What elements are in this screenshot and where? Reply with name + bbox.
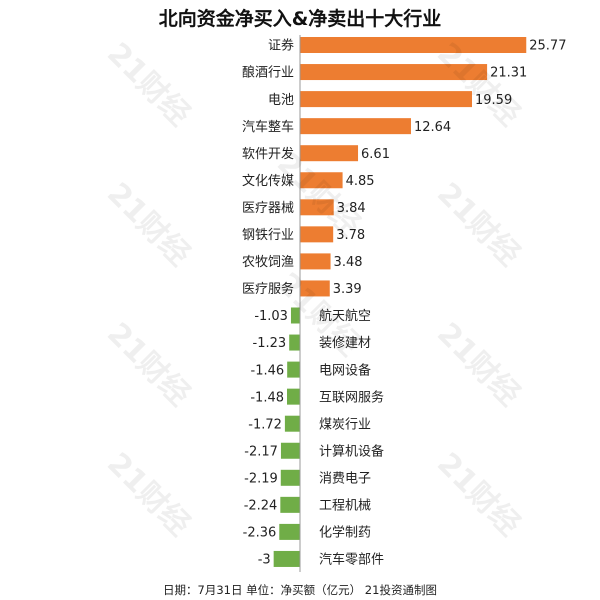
bar-9: [300, 253, 331, 270]
bar-4: [300, 118, 411, 135]
bar-20: [273, 550, 300, 567]
category-label-12: 装修建材: [319, 336, 371, 351]
value-label-1: 25.77: [529, 39, 566, 54]
category-label-1: 证券: [268, 38, 294, 54]
bar-13: [287, 361, 300, 378]
category-label-6: 文化传媒: [242, 174, 294, 189]
category-label-17: 消费电子: [319, 471, 371, 486]
chart-footer: 日期：7月31日 单位：净买额（亿元） 21投资通制图: [163, 583, 437, 597]
category-label-18: 工程机械: [319, 499, 371, 514]
bars-group: [273, 35, 527, 572]
value-label-20: -3: [258, 553, 271, 568]
value-label-10: 3.39: [333, 282, 362, 297]
category-label-15: 煤炭行业: [319, 417, 371, 432]
value-label-18: -2.24: [244, 499, 278, 514]
value-label-3: 19.59: [475, 93, 512, 108]
labels-group: 证券 25.77 酿酒行业 21.31 电池 19.59 汽车整车 12.64 软件开发 6.61…: [242, 38, 566, 568]
value-label-4: 12.64: [414, 120, 451, 135]
category-label-4: 汽车整车: [242, 119, 294, 135]
bar-18: [280, 496, 300, 513]
bar-5: [300, 145, 359, 162]
chart-title: 北向资金净买入&净卖出十大行业: [158, 8, 442, 30]
category-label-2: 酿酒行业: [242, 65, 294, 81]
bar-12: [289, 334, 300, 351]
bar-17: [280, 469, 300, 486]
value-label-14: -1.48: [250, 390, 284, 405]
category-label-16: 计算机设备: [319, 443, 384, 459]
value-label-9: 3.48: [334, 255, 363, 270]
bar-7: [300, 199, 334, 216]
bar-19: [279, 523, 300, 540]
bar-15: [284, 415, 300, 432]
category-label-9: 农牧饲渔: [242, 255, 294, 270]
category-label-3: 电池: [268, 93, 294, 108]
category-label-7: 医疗器械: [242, 201, 294, 216]
category-label-14: 互联网服务: [319, 389, 384, 405]
value-label-15: -1.72: [248, 417, 282, 432]
category-label-20: 汽车零部件: [319, 552, 384, 568]
value-label-19: -2.36: [243, 526, 277, 541]
value-label-6: 4.85: [346, 174, 375, 189]
bar-6: [300, 172, 343, 189]
bar-14: [287, 388, 300, 405]
value-label-12: -1.23: [253, 336, 287, 351]
bar-3: [300, 91, 473, 108]
category-label-11: 航天航空: [319, 308, 371, 324]
bar-16: [280, 442, 300, 459]
value-label-11: -1.03: [254, 309, 288, 324]
value-label-5: 6.61: [361, 147, 390, 162]
value-label-17: -2.19: [244, 471, 278, 486]
bar-8: [300, 226, 334, 243]
value-label-16: -2.17: [244, 444, 278, 459]
value-label-2: 21.31: [490, 66, 527, 81]
bar-2: [300, 64, 488, 81]
category-label-19: 化学制药: [319, 525, 371, 541]
category-label-13: 电网设备: [319, 362, 371, 378]
bar-1: [300, 37, 527, 53]
value-label-8: 3.78: [336, 228, 365, 243]
category-label-10: 医疗服务: [242, 281, 294, 297]
value-label-13: -1.46: [251, 363, 285, 378]
value-label-7: 3.84: [337, 201, 366, 216]
bar-11: [290, 307, 300, 324]
category-label-5: 软件开发: [242, 146, 294, 162]
category-label-8: 钢铁行业: [242, 228, 294, 243]
bar-10: [300, 280, 330, 297]
